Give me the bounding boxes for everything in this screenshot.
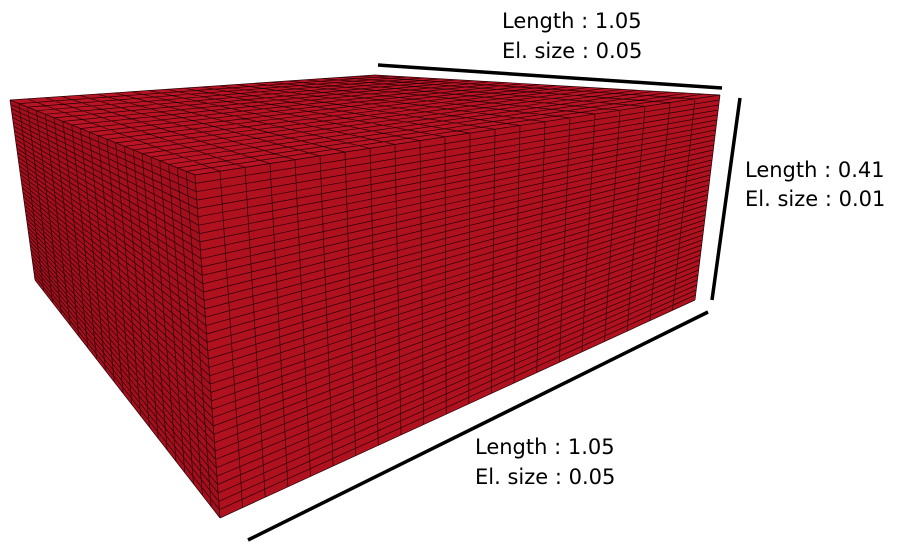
- length-label: Length : 1.05: [502, 9, 642, 33]
- element-size-label: El. size : 0.01: [745, 187, 885, 211]
- mesh-diagram: Length : 1.05 El. size : 0.05 Length : 0…: [0, 0, 907, 544]
- element-size-label: El. size : 0.05: [475, 465, 615, 489]
- length-label: Length : 1.05: [475, 435, 615, 459]
- element-size-label: El. size : 0.05: [502, 39, 642, 63]
- length-label: Length : 0.41: [745, 158, 885, 182]
